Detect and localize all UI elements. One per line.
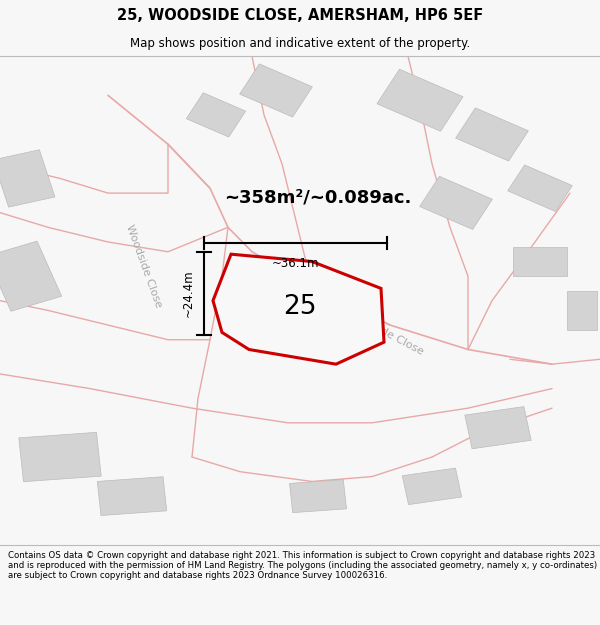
Polygon shape [402, 468, 462, 504]
Polygon shape [567, 291, 597, 330]
Polygon shape [187, 92, 245, 137]
Polygon shape [290, 479, 346, 512]
Text: Map shows position and indicative extent of the property.: Map shows position and indicative extent… [130, 38, 470, 51]
Polygon shape [465, 407, 531, 449]
Polygon shape [97, 477, 167, 516]
Polygon shape [0, 150, 55, 207]
Polygon shape [513, 247, 567, 276]
Polygon shape [377, 69, 463, 131]
Text: Woodside Close: Woodside Close [343, 308, 425, 358]
Text: 25: 25 [283, 294, 317, 320]
Polygon shape [455, 108, 529, 161]
Polygon shape [0, 241, 62, 311]
Text: ~36.1m: ~36.1m [272, 257, 319, 269]
Text: ~24.4m: ~24.4m [182, 269, 195, 317]
Polygon shape [419, 176, 493, 229]
Polygon shape [213, 254, 384, 364]
Polygon shape [19, 432, 101, 482]
Polygon shape [508, 165, 572, 211]
Text: Contains OS data © Crown copyright and database right 2021. This information is : Contains OS data © Crown copyright and d… [8, 551, 597, 581]
Polygon shape [239, 64, 313, 117]
Text: Woodside Close: Woodside Close [124, 224, 164, 309]
Text: ~358m²/~0.089ac.: ~358m²/~0.089ac. [224, 189, 412, 207]
Text: 25, WOODSIDE CLOSE, AMERSHAM, HP6 5EF: 25, WOODSIDE CLOSE, AMERSHAM, HP6 5EF [117, 8, 483, 23]
